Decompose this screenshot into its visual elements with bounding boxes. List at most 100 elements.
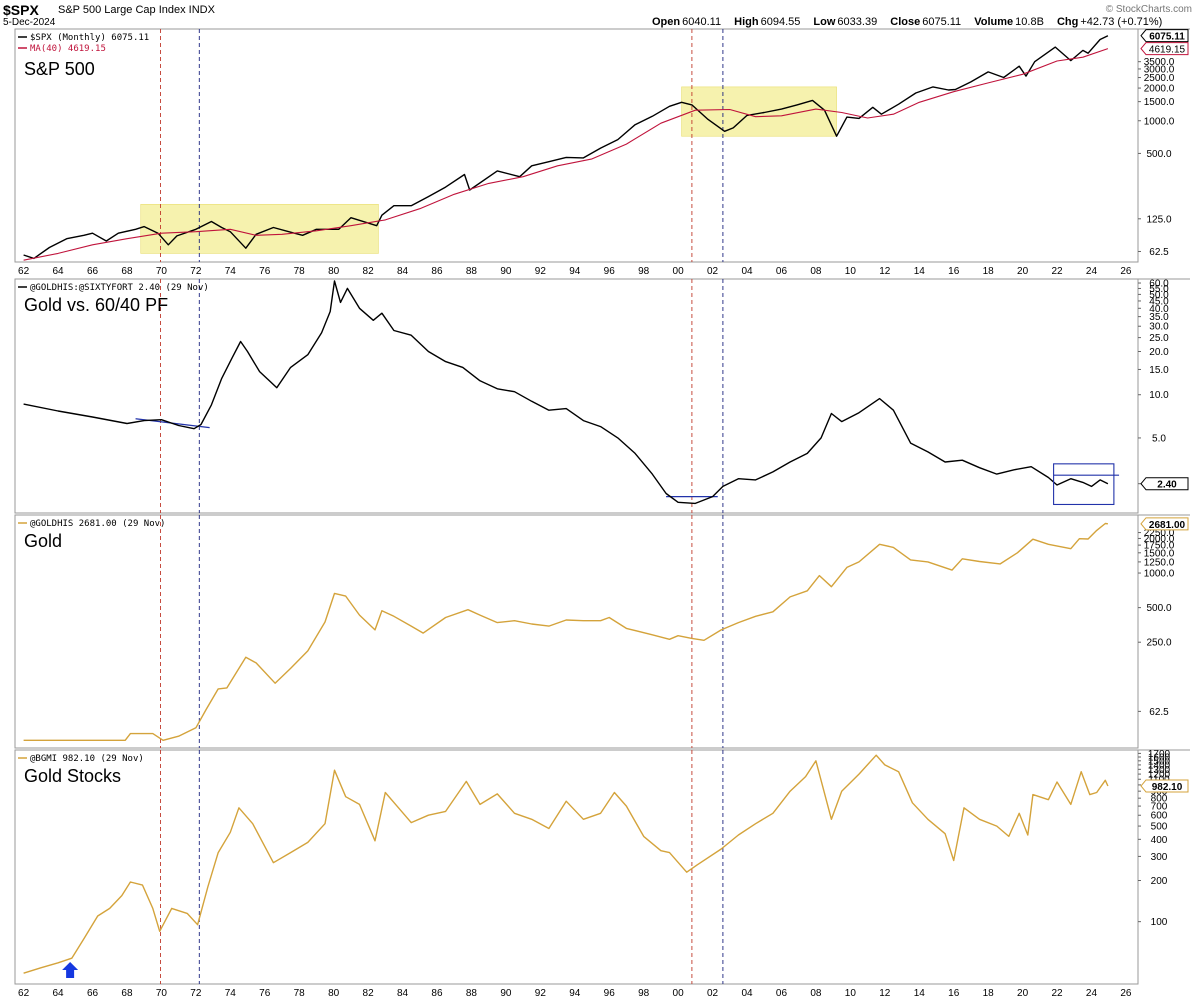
x-tick-label: 20 bbox=[1017, 988, 1029, 999]
volume-value: 10.8B bbox=[1015, 16, 1044, 28]
index-name: S&P 500 Large Cap Index INDX bbox=[58, 4, 215, 16]
y-tick-label: 1700 bbox=[1148, 749, 1171, 760]
y-tick-label: 3000.0 bbox=[1144, 64, 1175, 75]
y-tick-label: 700 bbox=[1151, 802, 1168, 813]
x-tick-label: 06 bbox=[776, 266, 788, 277]
x-tick-label: 88 bbox=[466, 988, 478, 999]
x-tick-label: 24 bbox=[1086, 988, 1098, 999]
y-tick-label: 25.0 bbox=[1149, 333, 1169, 344]
highlight-region bbox=[140, 203, 379, 254]
panel-1: 62.5 125.0 500.0 1000.0 1500.0 2000.02500.030… bbox=[14, 28, 1190, 263]
x-tick-label: 06 bbox=[776, 988, 788, 999]
x-tick-label: 14 bbox=[914, 266, 926, 277]
chg-label: Chg bbox=[1056, 16, 1079, 28]
x-tick-label: 08 bbox=[810, 988, 822, 999]
x-tick-label: 04 bbox=[741, 988, 753, 999]
x-tick-label: 80 bbox=[328, 988, 340, 999]
last-value-label: 982.10 bbox=[1152, 782, 1183, 793]
x-tick-label: 68 bbox=[121, 988, 133, 999]
y-tick-label: 500.0 bbox=[1146, 603, 1171, 614]
x-tick-label: 70 bbox=[156, 266, 168, 277]
last-value-label: 4619.15 bbox=[1149, 45, 1186, 56]
panel-title: Gold bbox=[24, 531, 62, 551]
y-tick-label: 500.0 bbox=[1146, 149, 1171, 160]
x-tick-label: 98 bbox=[638, 988, 650, 999]
x-tick-label: 04 bbox=[741, 266, 753, 277]
y-tick-label: 62.5 bbox=[1149, 707, 1169, 718]
y-tick-label: 1500 bbox=[1148, 756, 1171, 767]
y-tick-label: 300 bbox=[1151, 852, 1168, 863]
series-line-gold bbox=[23, 522, 1108, 741]
y-tick-label: 30.0 bbox=[1149, 322, 1169, 333]
series-line-ma-40- bbox=[23, 48, 1109, 261]
x-tick-label: 64 bbox=[52, 266, 64, 277]
y-tick-label: 62.5 bbox=[1149, 247, 1169, 258]
y-tick-label: 1000.0 bbox=[1144, 116, 1175, 127]
panel-frame bbox=[14, 749, 1139, 985]
last-value-tag bbox=[1140, 779, 1189, 793]
high-value: 6094.55 bbox=[760, 16, 801, 28]
y-tick-label: 1750.0 bbox=[1144, 541, 1175, 552]
y-tick-label: 250.0 bbox=[1146, 638, 1171, 649]
panel-2: 2.40 5.0 10.0 15.0 20.0 25.030.035.040.045.05… bbox=[14, 278, 1190, 514]
y-tick-label: 2500.0 bbox=[1144, 73, 1175, 84]
x-tick-label: 16 bbox=[948, 988, 960, 999]
y-tick-label: 200 bbox=[1151, 876, 1168, 887]
y-tick-label: 55.0 bbox=[1149, 284, 1169, 295]
y-tick-label: 3500.0 bbox=[1144, 57, 1175, 68]
x-tick-label: 92 bbox=[535, 266, 547, 277]
last-value-tag bbox=[1140, 517, 1189, 531]
x-tick-label: 82 bbox=[363, 266, 375, 277]
x-tick-label: 02 bbox=[707, 266, 719, 277]
x-tick-label: 96 bbox=[604, 266, 616, 277]
x-axis-top: 62 64 66 68 70 72 74 76 78 80 82 84 86 88 90 92 94 96 98 00… bbox=[18, 266, 1132, 277]
close-label: Close bbox=[890, 16, 921, 28]
y-tick-label: 60.0 bbox=[1149, 279, 1169, 290]
x-tick-label: 86 bbox=[431, 266, 443, 277]
x-tick-label: 18 bbox=[983, 266, 995, 277]
y-tick-label: 45.0 bbox=[1149, 296, 1169, 307]
x-tick-label: 86 bbox=[431, 988, 443, 999]
x-tick-label: 14 bbox=[914, 988, 926, 999]
x-tick-label: 90 bbox=[500, 266, 512, 277]
y-tick-label: 1600 bbox=[1148, 752, 1171, 763]
x-tick-label: 96 bbox=[604, 988, 616, 999]
series-line-gold-60-40 bbox=[23, 280, 1109, 505]
y-tick-label: 35.0 bbox=[1149, 312, 1169, 323]
chart-date: 5-Dec-2024 bbox=[3, 17, 56, 28]
last-value-tag bbox=[1140, 29, 1189, 43]
x-tick-label: 20 bbox=[1017, 266, 1029, 277]
panel-4: 1002003004005006007008009001000110012001… bbox=[14, 749, 1190, 985]
x-tick-label: 10 bbox=[845, 988, 857, 999]
x-tick-label: 68 bbox=[121, 266, 133, 277]
x-tick-label: 78 bbox=[294, 266, 306, 277]
x-tick-label: 00 bbox=[673, 988, 685, 999]
x-tick-label: 66 bbox=[87, 266, 99, 277]
x-tick-label: 94 bbox=[569, 266, 581, 277]
last-value-label: 2.40 bbox=[1157, 480, 1177, 491]
y-tick-label: 2000.0 bbox=[1144, 534, 1175, 545]
x-tick-label: 08 bbox=[810, 266, 822, 277]
x-tick-label: 92 bbox=[535, 988, 547, 999]
x-tick-label: 74 bbox=[225, 266, 237, 277]
y-tick-label: 1500.0 bbox=[1144, 548, 1175, 559]
x-tick-label: 74 bbox=[225, 988, 237, 999]
x-tick-label: 10 bbox=[845, 266, 857, 277]
panel-title: Gold Stocks bbox=[24, 766, 121, 786]
highlight-region bbox=[681, 86, 837, 137]
x-tick-label: 18 bbox=[983, 988, 995, 999]
x-tick-label: 26 bbox=[1120, 988, 1132, 999]
y-tick-label: 800 bbox=[1151, 794, 1168, 805]
x-tick-label: 12 bbox=[879, 988, 891, 999]
legend-entry: $SPX (Monthly) 6075.11 bbox=[30, 33, 149, 43]
open-value: 6040.11 bbox=[682, 16, 722, 28]
y-tick-label: 100 bbox=[1151, 917, 1168, 928]
x-tick-label: 12 bbox=[879, 266, 891, 277]
y-tick-label: 40.0 bbox=[1149, 304, 1169, 315]
x-tick-label: 72 bbox=[190, 988, 202, 999]
chg-value: +42.73 (+0.71%) bbox=[1080, 16, 1163, 28]
x-tick-label: 82 bbox=[363, 988, 375, 999]
x-tick-label: 22 bbox=[1051, 988, 1063, 999]
x-tick-label: 98 bbox=[638, 266, 650, 277]
